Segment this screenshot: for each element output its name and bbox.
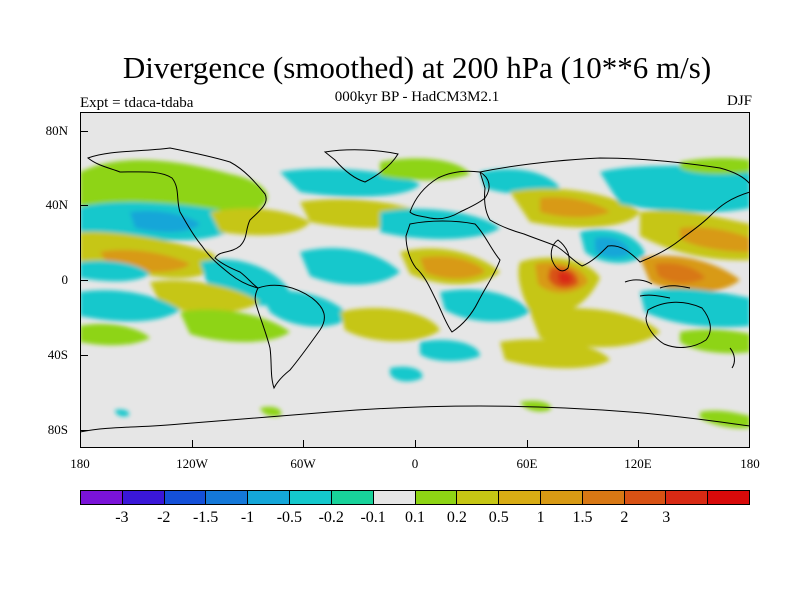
- contour-blob: [180, 309, 290, 342]
- colorbar-label: 0.2: [446, 509, 467, 526]
- lon-label-180w: 180: [70, 456, 90, 471]
- colorbar-swatch: [624, 491, 667, 504]
- contour-blob: [480, 169, 560, 194]
- colorbar-swatch: [206, 491, 249, 504]
- contour-blob: [558, 271, 573, 285]
- colorbar-swatch: [457, 491, 500, 504]
- colorbar-label: 3: [662, 509, 671, 526]
- colorbar-label: -0.5: [276, 509, 303, 526]
- lon-tick: [303, 440, 304, 448]
- contour-blob: [600, 164, 750, 213]
- divergence-map: [80, 112, 750, 448]
- colorbar-label: -0.1: [360, 509, 386, 526]
- colorbar-swatch: [81, 491, 123, 504]
- lon-label-60e: 60E: [516, 456, 538, 471]
- lat-label-80s: 80S: [47, 422, 68, 437]
- lat-tick: [80, 280, 88, 281]
- lat-tick: [80, 205, 88, 206]
- contour-blob: [380, 158, 470, 181]
- contour-blob: [210, 208, 310, 236]
- lat-label-40s: 40S: [47, 347, 68, 362]
- lon-label-120w: 120W: [176, 456, 208, 471]
- lon-label-0: 0: [411, 456, 419, 471]
- colorbar: [80, 490, 750, 505]
- divergence-contours: [80, 158, 750, 429]
- colorbar-label: -0.2: [318, 509, 344, 526]
- lon-tick: [192, 440, 193, 448]
- colorbar-swatch: [708, 491, 749, 504]
- contour-blob: [150, 280, 260, 313]
- contour-blob: [380, 208, 500, 240]
- colorbar-swatch: [290, 491, 332, 504]
- contour-blob: [420, 339, 480, 362]
- colorbar-swatch: [248, 491, 291, 504]
- contour-blob: [440, 289, 530, 322]
- contour-blob: [80, 260, 150, 282]
- lat-label-eq: 0: [61, 272, 69, 287]
- colorbar-swatch: [122, 491, 165, 504]
- lon-tick: [415, 440, 416, 448]
- contour-blob: [640, 288, 750, 328]
- contour-blob: [260, 290, 350, 327]
- colorbar-swatch: [540, 491, 583, 504]
- experiment-label: Expt = tdaca-tdaba: [80, 95, 194, 111]
- contour-blob: [700, 410, 750, 429]
- colorbar-label: 2: [620, 509, 629, 526]
- lon-label-120e: 120E: [624, 456, 652, 471]
- lon-label-60w: 60W: [290, 456, 316, 471]
- colorbar-swatch: [373, 491, 416, 504]
- lat-tick: [80, 430, 88, 431]
- lon-tick: [527, 440, 528, 448]
- lon-label-180e: 180: [740, 456, 760, 471]
- contour-blob: [420, 256, 485, 279]
- contour-blob: [680, 329, 750, 354]
- contour-blob: [595, 237, 630, 258]
- colorbar-swatch: [331, 491, 374, 504]
- contour-blob: [80, 323, 150, 346]
- map-field-svg: [80, 147, 750, 433]
- lat-tick: [80, 355, 88, 356]
- colorbar-label: 0.5: [488, 509, 509, 526]
- contour-blob: [80, 290, 180, 322]
- colorbar-label: -1.5: [192, 509, 219, 526]
- colorbar-label: 0.1: [405, 509, 425, 526]
- contour-blob: [540, 197, 610, 218]
- contour-blob: [390, 366, 423, 382]
- chart-title: Divergence (smoothed) at 200 hPa (10**6 …: [122, 50, 712, 85]
- contour-blob: [655, 263, 705, 284]
- colorbar-swatch: [666, 491, 709, 504]
- lat-label-40n: 40N: [45, 197, 68, 212]
- contour-blob: [500, 339, 610, 369]
- colorbar-label: -3: [115, 509, 129, 526]
- contour-blob: [115, 409, 130, 417]
- colorbar-swatch: [415, 491, 458, 504]
- contour-blob: [680, 158, 750, 175]
- lat-label-80n: 80N: [45, 123, 68, 138]
- contour-blob: [530, 308, 660, 348]
- lon-tick: [638, 440, 639, 448]
- contour-blob: [340, 308, 440, 342]
- contour-blob: [260, 406, 282, 417]
- contour-blob: [680, 227, 750, 252]
- contour-blob: [520, 400, 551, 412]
- colorbar-swatch: [499, 491, 541, 504]
- colorbar-label: -1: [240, 509, 255, 526]
- colorbar-label: 1.5: [572, 509, 593, 526]
- colorbar-swatch: [582, 491, 625, 504]
- season-label: DJF: [726, 93, 752, 109]
- chart-subtitle: 000kyr BP - HadCM3M2.1: [334, 89, 500, 105]
- colorbar-swatch: [164, 491, 207, 504]
- lat-tick: [80, 131, 88, 132]
- coastlines: [80, 147, 750, 433]
- contour-blob: [300, 248, 400, 285]
- colorbar-label: -2: [157, 509, 171, 526]
- colorbar-label: 1: [536, 509, 545, 526]
